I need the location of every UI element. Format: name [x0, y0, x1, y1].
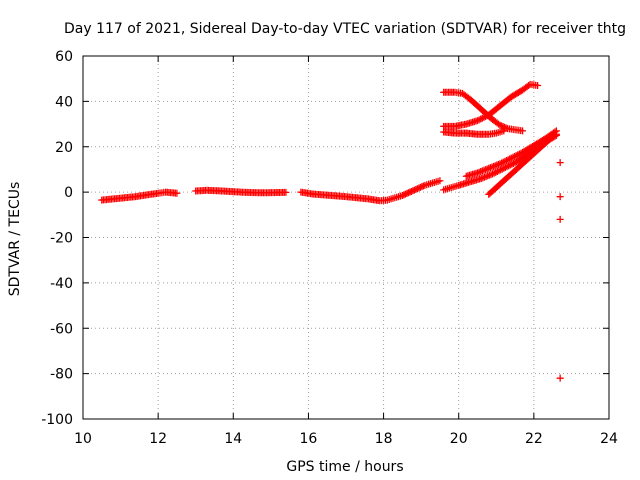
data-point: [401, 190, 409, 198]
data-point: [419, 182, 427, 190]
data-point: [508, 160, 516, 168]
data-point: [496, 121, 504, 129]
data-point: [398, 192, 406, 200]
data-point: [556, 193, 564, 201]
x-tick-label: 20: [450, 431, 468, 447]
data-point: [514, 151, 522, 159]
data-point: [501, 123, 509, 131]
data-point: [551, 131, 559, 139]
data-point: [403, 189, 411, 197]
y-tick-labels: -100 -80 -60 -40 -20 0 20 40 60: [41, 49, 73, 428]
x-tick-labels: 10 12 14 16 18 20 22 24: [74, 431, 618, 447]
data-point: [509, 159, 517, 167]
data-point: [493, 168, 501, 176]
data-point: [404, 189, 412, 197]
data-point: [499, 158, 507, 166]
y-tick-label: -60: [50, 321, 73, 337]
data-point: [556, 159, 564, 167]
data-point: [498, 165, 506, 173]
data-point: [503, 163, 511, 171]
data-point: [478, 114, 486, 122]
y-tick-label: -100: [41, 412, 73, 428]
data-point: [502, 157, 510, 165]
data-point: [406, 188, 414, 196]
grid: [83, 56, 609, 419]
data-point: [501, 163, 509, 171]
plot-frame: [82, 55, 610, 420]
data-point: [496, 160, 504, 168]
y-axis-label: SDTVAR / TECUs: [7, 182, 23, 297]
data-point: [501, 157, 509, 165]
y-tick-label: -20: [50, 231, 73, 247]
data-point: [556, 215, 564, 223]
data-point: [534, 81, 542, 89]
data-point: [400, 191, 408, 199]
y-tick-label: -80: [50, 367, 73, 383]
data-point: [480, 113, 488, 121]
data-point: [413, 185, 421, 193]
data-point: [282, 188, 290, 196]
axis-ticks: [82, 55, 610, 420]
data-point: [556, 374, 564, 382]
x-axis-label: GPS time / hours: [286, 459, 403, 475]
y-tick-label: 60: [55, 49, 73, 65]
chart-title: Day 117 of 2021, Sidereal Day-to-day VTE…: [64, 21, 626, 37]
data-point: [475, 116, 483, 124]
data-point: [482, 113, 490, 121]
y-tick-label: 40: [55, 94, 73, 110]
data-point: [407, 187, 415, 195]
data-point: [512, 152, 520, 160]
x-tick-label: 18: [375, 431, 393, 447]
data-point: [499, 123, 507, 131]
data-point: [511, 152, 519, 160]
data-point: [416, 183, 424, 191]
data-point: [509, 153, 517, 161]
data-point: [410, 186, 418, 194]
data-point: [505, 162, 513, 170]
data-point: [173, 189, 181, 197]
data-point: [517, 149, 525, 157]
data-point: [506, 161, 514, 169]
y-tick-label: 0: [64, 185, 73, 201]
x-tick-label: 16: [300, 431, 318, 447]
data-point: [506, 155, 514, 163]
data-point: [418, 183, 426, 191]
data-point: [490, 169, 498, 177]
data-point: [474, 117, 481, 125]
data-point: [552, 130, 560, 138]
data-point: [500, 164, 508, 172]
data-point: [489, 170, 497, 178]
data-point: [498, 159, 506, 167]
data-point: [492, 168, 500, 176]
y-tick-label: -40: [50, 276, 73, 292]
data-point: [415, 184, 423, 192]
data-point: [504, 156, 512, 164]
data-point: [497, 166, 505, 174]
y-tick-label: 20: [55, 140, 73, 156]
data-points: [98, 80, 564, 382]
data-point: [412, 185, 420, 193]
x-tick-label: 10: [74, 431, 92, 447]
data-point: [507, 154, 515, 162]
data-point: [500, 127, 508, 135]
x-tick-label: 22: [525, 431, 543, 447]
data-point: [495, 167, 503, 175]
data-point: [409, 187, 417, 195]
data-point: [436, 177, 444, 185]
x-tick-label: 12: [149, 431, 167, 447]
data-point: [477, 115, 485, 123]
x-tick-label: 14: [224, 431, 242, 447]
data-point: [519, 127, 527, 135]
data-point: [515, 150, 523, 158]
x-tick-label: 24: [600, 431, 618, 447]
